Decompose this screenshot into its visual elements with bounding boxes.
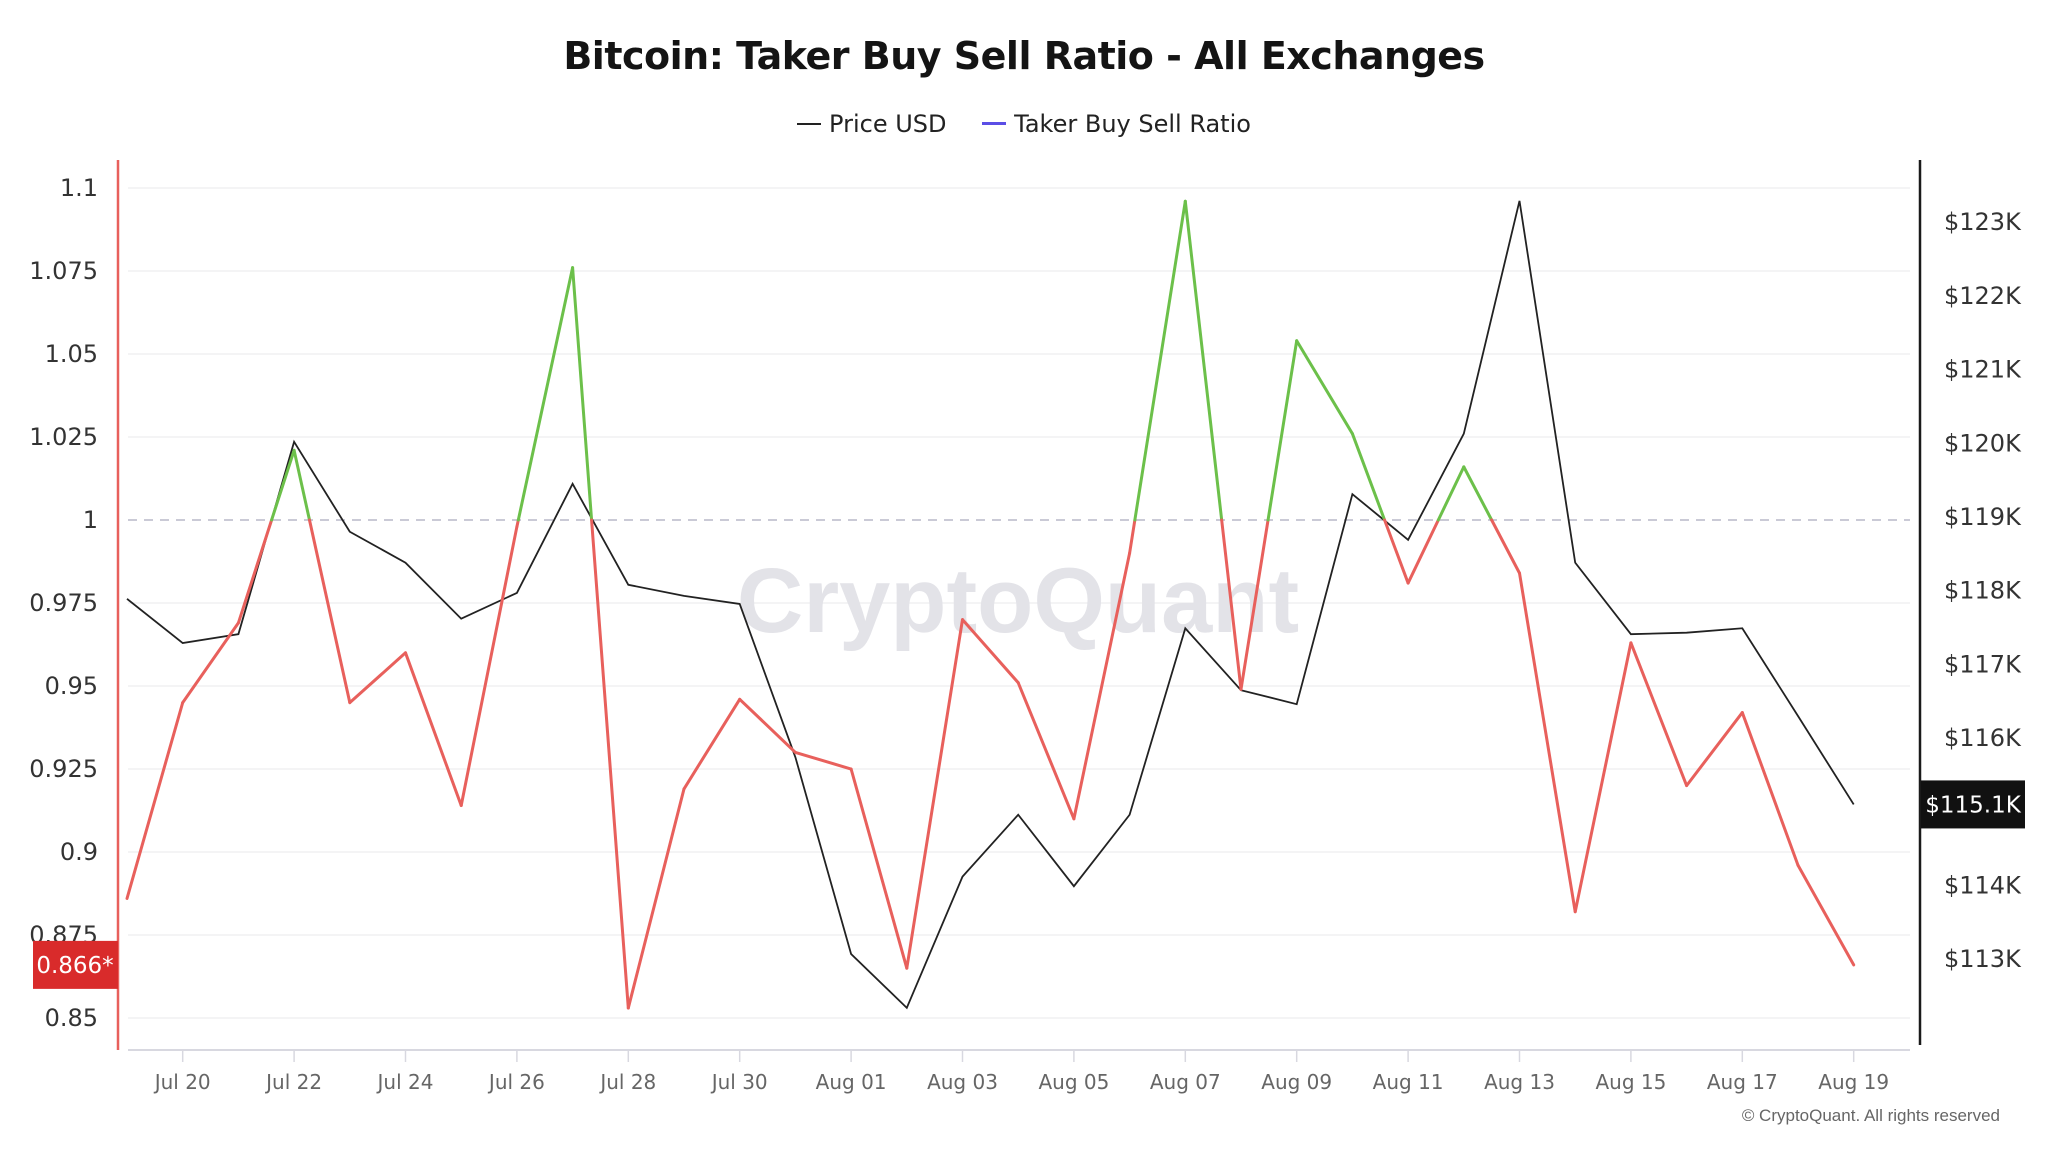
legend-swatch-price-icon xyxy=(797,123,822,125)
right-axis-tick: $113K xyxy=(1944,945,2022,973)
ratio-current-badge xyxy=(33,940,118,989)
x-axis-tick: Aug 01 xyxy=(816,1070,887,1094)
chart-title: Bitcoin: Taker Buy Sell Ratio - All Exch… xyxy=(563,34,1485,78)
right-axis-tick: $118K xyxy=(1944,577,2022,605)
x-axis-tick: Aug 05 xyxy=(1038,1070,1109,1094)
right-axis-tick: $114K xyxy=(1944,872,2022,900)
right-axis-tick: $120K xyxy=(1944,429,2022,457)
price-line xyxy=(126,200,1855,1010)
watermark: CryptoQuant xyxy=(737,550,1299,652)
gridlines xyxy=(128,187,1910,1019)
x-axis-tick: Aug 13 xyxy=(1484,1070,1555,1094)
x-axis-tick: Aug 03 xyxy=(927,1070,998,1094)
legend-label-price: Price USD xyxy=(829,110,947,138)
left-axis-tick: 1.025 xyxy=(29,423,98,451)
left-axis-tick: 1 xyxy=(83,506,98,534)
x-axis-tick: Aug 09 xyxy=(1261,1070,1332,1094)
left-axis-tick: 0.975 xyxy=(29,589,98,617)
legend-item-price[interactable]: Price USD xyxy=(797,110,947,138)
x-axis-tick: Jul 30 xyxy=(710,1070,768,1094)
x-axis-tick: Aug 17 xyxy=(1707,1070,1778,1094)
right-axis-tick: $117K xyxy=(1944,650,2022,678)
x-axis-tick: Jul 20 xyxy=(153,1070,211,1094)
price-current-badge xyxy=(1921,780,2025,829)
x-axis-tick: Aug 07 xyxy=(1150,1070,1221,1094)
legend-swatch-ratio-icon xyxy=(982,122,1007,125)
legend-label-ratio: Taker Buy Sell Ratio xyxy=(1014,109,1251,138)
x-axis-tick: Aug 15 xyxy=(1595,1070,1666,1094)
x-axis-tick: Jul 24 xyxy=(376,1070,434,1094)
right-axis-tick: $116K xyxy=(1944,724,2022,752)
right-axis-tick: $122K xyxy=(1944,282,2022,310)
right-y-axis: $123K $122K $121K $120K $119K $118K $117K $116K… xyxy=(1918,160,2022,1045)
right-axis-tick: $123K xyxy=(1944,208,2022,236)
x-axis-tick: Jul 26 xyxy=(487,1070,545,1094)
left-y-axis: 1.11.0751.051.02510.9750.950.9250.90.875… xyxy=(29,160,120,1050)
right-axis-tick: $121K xyxy=(1944,356,2022,384)
left-axis-tick: 1.075 xyxy=(29,257,98,285)
right-axis-tick: $119K xyxy=(1944,503,2022,531)
ratio-line xyxy=(125,199,1856,1010)
left-axis-tick: 1.1 xyxy=(60,174,98,202)
value-badges: 0.866* $115.1K xyxy=(33,780,2025,989)
legend: Price USD Taker Buy Sell Ratio xyxy=(0,103,2048,138)
x-axis-tick: Aug 19 xyxy=(1818,1070,1889,1094)
x-axis-tick: Aug 11 xyxy=(1373,1070,1444,1094)
x-axis-tick: Jul 22 xyxy=(264,1070,322,1094)
left-axis-tick: 0.9 xyxy=(60,838,98,866)
left-axis-tick: 0.95 xyxy=(45,672,98,700)
left-axis-tick: 0.925 xyxy=(29,755,98,783)
left-axis-tick: 1.05 xyxy=(45,340,98,368)
left-axis-tick: 0.85 xyxy=(45,1004,98,1032)
svg-text:0.866*: 0.866* xyxy=(36,953,113,979)
legend-item-ratio[interactable]: Taker Buy Sell Ratio xyxy=(982,110,1251,138)
x-axis-tick: Jul 28 xyxy=(598,1070,656,1094)
svg-text:$115.1K: $115.1K xyxy=(1925,792,2021,818)
copyright-text: © CryptoQuant. All rights reserved xyxy=(1741,1106,2000,1125)
x-axis: Jul 20 Jul 22 Jul 24 Jul 26 Jul 28 Jul 30 Aug … xyxy=(128,1049,1910,1094)
